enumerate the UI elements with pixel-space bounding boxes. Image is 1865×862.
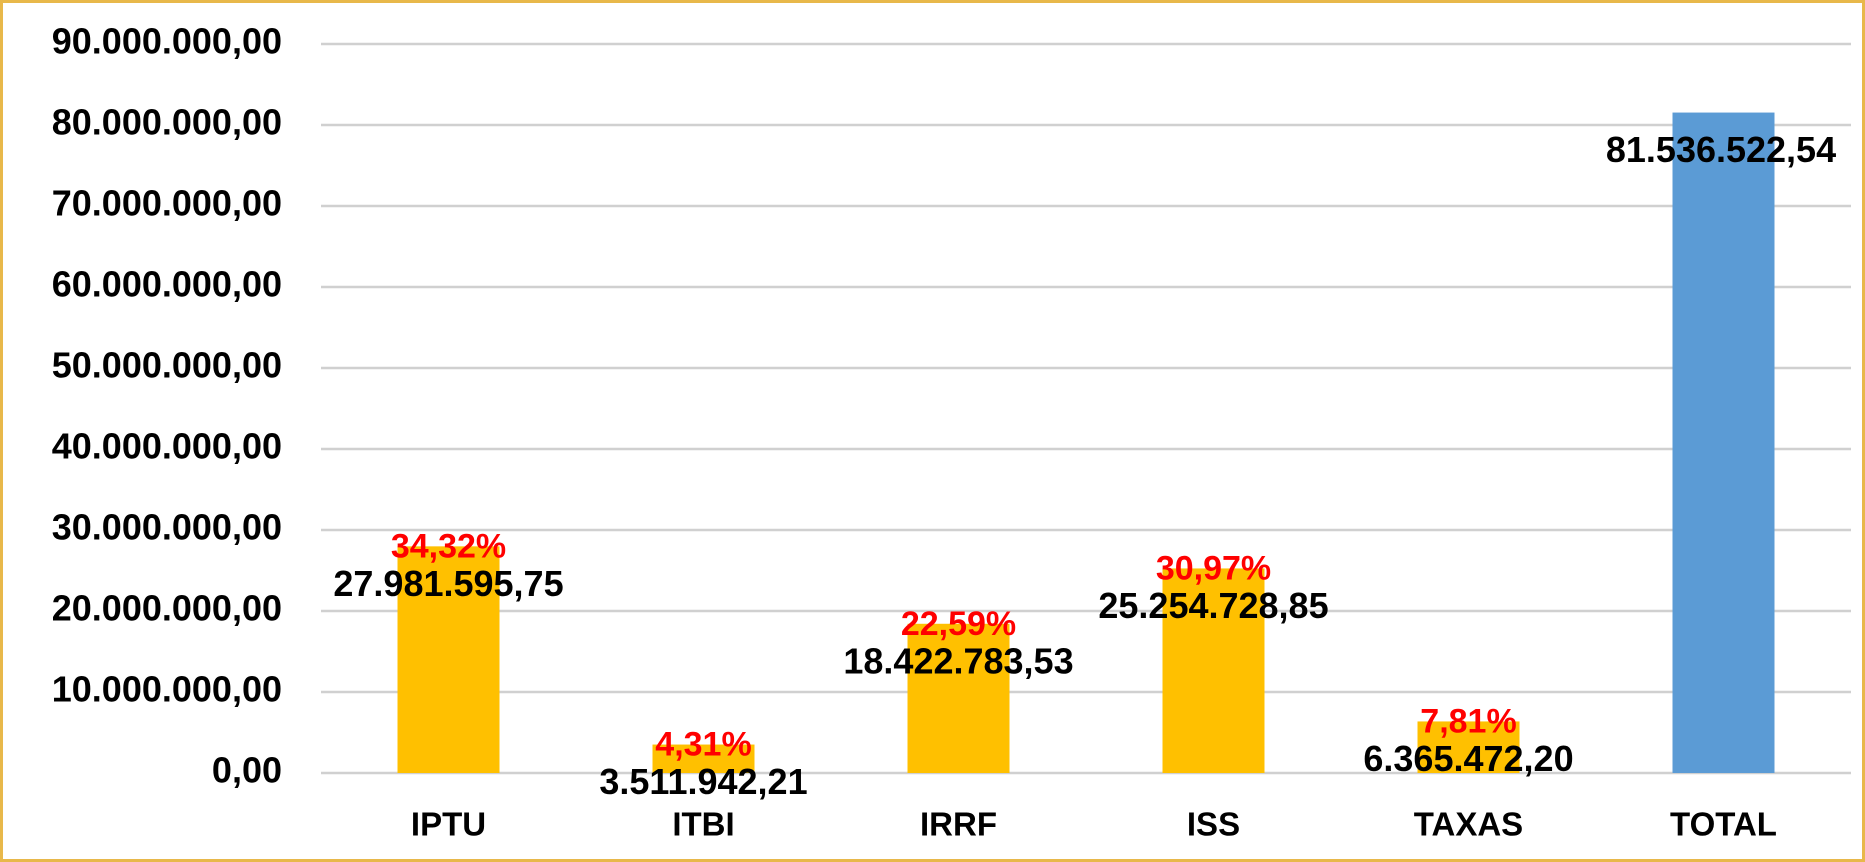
x-tick-label: TOTAL <box>1670 806 1777 843</box>
value-label: 6.365.472,20 <box>1363 738 1573 779</box>
value-label: 25.254.728,85 <box>1098 585 1328 626</box>
y-tick-label: 30.000.000,00 <box>52 507 282 548</box>
bar <box>1672 112 1775 773</box>
y-tick-label: 50.000.000,00 <box>52 345 282 386</box>
value-label: 81.536.522,54 <box>1606 129 1836 170</box>
bar <box>1417 721 1520 773</box>
bar <box>397 546 500 773</box>
percent-label: 34,32% <box>391 527 506 565</box>
x-tick-label: ITBI <box>672 806 734 843</box>
y-tick-label: 60.000.000,00 <box>52 264 282 305</box>
x-tick-label: IPTU <box>411 806 486 843</box>
y-tick-label: 90.000.000,00 <box>52 21 282 62</box>
bar <box>907 623 1010 773</box>
bar <box>1162 568 1265 773</box>
y-tick-label: 20.000.000,00 <box>52 588 282 629</box>
value-label: 27.981.595,75 <box>333 563 563 604</box>
percent-label: 30,97% <box>1156 549 1271 587</box>
y-tick-label: 40.000.000,00 <box>52 426 282 467</box>
y-tick-label: 80.000.000,00 <box>52 102 282 143</box>
y-tick-label: 70.000.000,00 <box>52 183 282 224</box>
x-tick-label: IRRF <box>920 806 997 843</box>
y-tick-label: 10.000.000,00 <box>52 669 282 710</box>
percent-label: 7,81% <box>1420 702 1516 740</box>
value-label: 3.511.942,21 <box>599 761 807 802</box>
value-label: 18.422.783,53 <box>843 640 1073 681</box>
percent-label: 22,59% <box>901 605 1016 643</box>
x-tick-label: TAXAS <box>1414 806 1523 843</box>
y-tick-label: 0,00 <box>212 750 282 791</box>
x-tick-label: ISS <box>1187 806 1240 843</box>
bar <box>652 744 755 773</box>
percent-label: 4,31% <box>655 726 751 764</box>
